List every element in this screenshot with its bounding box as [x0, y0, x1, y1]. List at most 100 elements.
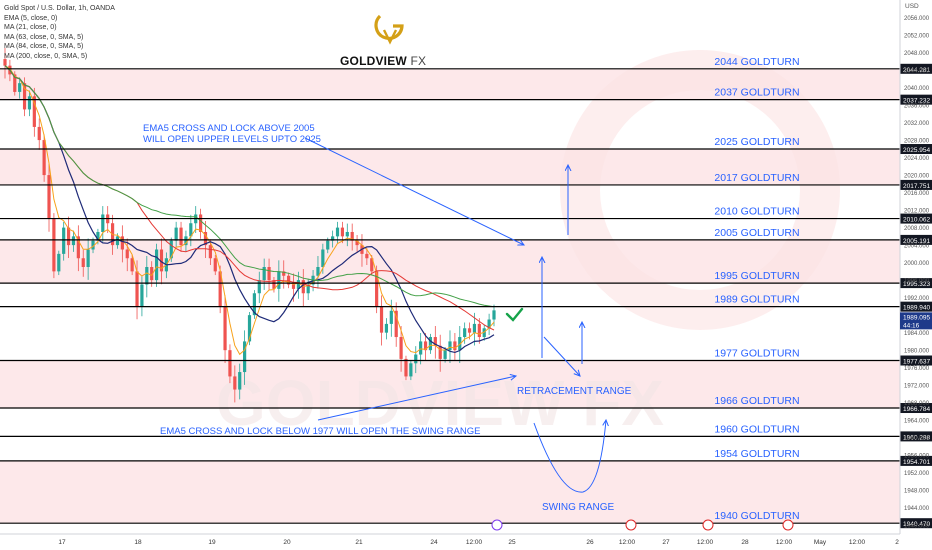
- candle-15: [76, 236, 80, 259]
- ma21-line: [4, 65, 495, 354]
- candle-48: [238, 372, 242, 390]
- candle-82: [404, 358, 408, 377]
- candle-25: [125, 249, 129, 259]
- x-tick-0: 17: [58, 539, 66, 546]
- candle-5: [27, 96, 32, 110]
- candle-24: [120, 236, 124, 250]
- candle-16: [81, 258, 85, 267]
- candle-2: [13, 74, 17, 92]
- current-price: 1989.095: [903, 314, 930, 321]
- y-tick-11: 1984.000: [904, 331, 930, 337]
- annotation-retracement: RETRACEMENT RANGE: [517, 386, 632, 397]
- candle-34: [169, 240, 173, 259]
- legend-ma63[interactable]: MA (63, close, 0, SMA, 5): [4, 33, 84, 41]
- candle-57: [282, 271, 286, 276]
- candle-84: [414, 354, 418, 364]
- y-tick-0: 1940.000: [904, 524, 930, 530]
- candle-55: [272, 280, 276, 289]
- candle-49: [243, 341, 247, 373]
- candle-51: [252, 293, 256, 316]
- price-tag-bg-4: [900, 213, 932, 224]
- legend-symbol[interactable]: Gold Spot / U.S. Dollar, 1h, OANDA: [4, 5, 115, 12]
- candle-26: [130, 258, 134, 272]
- candle-45: [223, 306, 227, 351]
- level-label-5: 2005 GOLDTURN: [714, 227, 799, 239]
- x-tick-16: 2: [895, 539, 899, 546]
- candle-95: [467, 328, 472, 333]
- candle-75: [370, 258, 374, 272]
- watermark-circle: [560, 50, 840, 330]
- candle-68: [335, 227, 340, 237]
- candle-96: [472, 323, 477, 333]
- price-tag-2: 2025.954: [903, 147, 930, 154]
- watermark-text: GOLDVIEW FX: [216, 367, 664, 439]
- arrow-swing-curve: [533, 420, 606, 493]
- candle-12: [62, 227, 66, 254]
- candle-20: [101, 214, 105, 232]
- time-axis[interactable]: 17 18 19 20 21 24 12:00 25 26 12:00 27 12:00 28 12:00…: [0, 533, 900, 546]
- annotation-upper-line-1: WILL OPEN UPPER LEVELS UPTO 2025: [143, 134, 321, 145]
- y-tick-18: 2012.000: [904, 209, 930, 215]
- candle-67: [331, 236, 335, 241]
- candle-99: [487, 319, 491, 329]
- x-tick-6: 12:00: [466, 539, 483, 546]
- candle-86: [423, 341, 428, 351]
- y-tick-27: 2048.000: [904, 51, 930, 57]
- y-tick-10: 1980.000: [904, 349, 930, 355]
- candle-43: [213, 258, 217, 272]
- x-tick-4: 21: [355, 539, 363, 546]
- candle-85: [419, 341, 423, 355]
- y-tick-19: 2016.000: [904, 191, 930, 197]
- candle-41: [203, 231, 208, 246]
- level-label-11: 1954 GOLDTURN: [714, 448, 799, 460]
- arrow-lower: [317, 376, 516, 421]
- y-tick-24: 2036.000: [904, 104, 930, 110]
- candle-32: [159, 249, 164, 272]
- price-tag-bg-10: [900, 431, 932, 442]
- event-flag-icon-3: [782, 519, 794, 531]
- price-tag-bg-2: [900, 144, 932, 155]
- price-tag-3: 2017.751: [903, 183, 930, 190]
- legend-ma84[interactable]: MA (84, close, 0, SMA, 5): [4, 43, 84, 51]
- candle-10: [52, 218, 56, 272]
- candle-80: [394, 310, 398, 338]
- price-tag-bg-5: [900, 234, 932, 245]
- legend-ma21[interactable]: MA (21, close, 0): [4, 24, 57, 32]
- candle-9: [47, 175, 51, 219]
- price-tag-bg-1: [900, 94, 932, 105]
- y-tick-22: 2028.000: [904, 139, 930, 145]
- price-tag-bg-12: [900, 518, 932, 529]
- price-tag-bg-7: [900, 301, 932, 312]
- x-tick-12: 28: [741, 539, 749, 546]
- candle-93: [458, 337, 462, 351]
- y-tick-13: 1992.000: [904, 296, 930, 302]
- y-tick-21: 2024.000: [904, 156, 930, 162]
- candle-71: [350, 231, 354, 241]
- candle-59: [291, 284, 296, 289]
- watermark: GOLDVIEW FX: [216, 50, 840, 439]
- level-band-2: [0, 239, 900, 284]
- price-axis[interactable]: 2044.281 2037.232 2025.954 2017.751 2010.062…: [899, 0, 932, 534]
- price-tag-bg-9: [900, 403, 932, 414]
- level-band-3: [0, 360, 900, 409]
- candle-40: [199, 214, 203, 232]
- event-flag-icon-2: [702, 519, 714, 531]
- candle-3: [18, 83, 22, 92]
- legend-ma200[interactable]: MA (200, close, 0, SMA, 5): [4, 52, 88, 60]
- candle-36: [179, 227, 183, 246]
- price-tag-6: 1995.323: [903, 281, 930, 288]
- level-label-7: 1989 GOLDTURN: [714, 294, 799, 306]
- x-tick-9: 12:00: [619, 539, 636, 546]
- level-label-12: 1940 GOLDTURN: [714, 510, 799, 522]
- y-tick-8: 1972.000: [904, 384, 930, 390]
- candle-44: [218, 271, 222, 307]
- legend-ema5[interactable]: EMA (5, close, 0): [4, 14, 58, 22]
- brand-name: GOLDVIEW FX: [340, 54, 426, 68]
- candle-14: [71, 236, 76, 246]
- candle-87: [428, 337, 433, 351]
- price-tag-10: 1960.298: [903, 434, 930, 441]
- candle-92: [453, 341, 457, 351]
- candle-31: [154, 249, 159, 281]
- event-flag-icon-0: [491, 519, 503, 531]
